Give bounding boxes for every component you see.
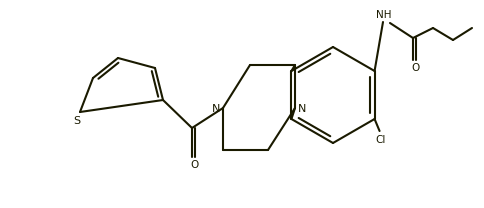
Text: O: O [411,63,419,73]
Text: O: O [191,160,199,170]
Text: N: N [211,104,220,114]
Text: N: N [297,104,306,114]
Text: NH: NH [376,10,391,20]
Text: Cl: Cl [375,135,385,145]
Text: S: S [73,116,80,126]
